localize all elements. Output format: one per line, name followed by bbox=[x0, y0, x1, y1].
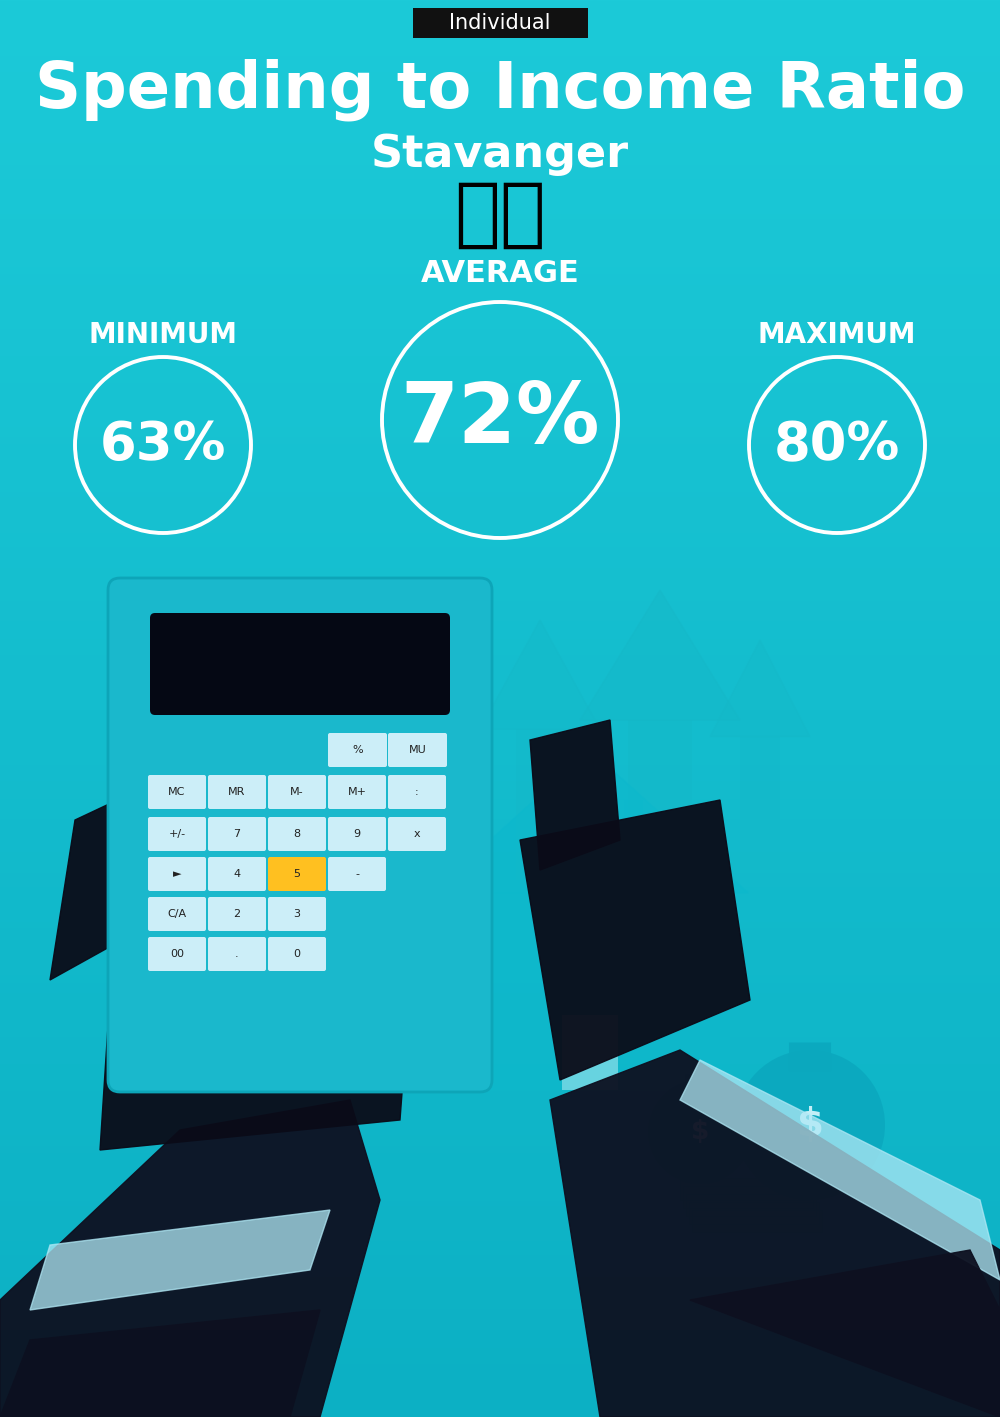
Text: 80%: 80% bbox=[774, 419, 900, 470]
Text: -: - bbox=[355, 869, 359, 879]
Bar bbox=[683, 1186, 813, 1209]
Text: M-: M- bbox=[290, 786, 304, 796]
FancyBboxPatch shape bbox=[789, 1043, 831, 1071]
FancyBboxPatch shape bbox=[208, 937, 266, 971]
Text: 5: 5 bbox=[294, 869, 300, 879]
Text: 8: 8 bbox=[293, 829, 301, 839]
Text: Spending to Income Ratio: Spending to Income Ratio bbox=[35, 58, 965, 122]
Text: 0: 0 bbox=[294, 949, 300, 959]
Text: Stavanger: Stavanger bbox=[371, 133, 629, 177]
Text: MINIMUM: MINIMUM bbox=[88, 322, 238, 349]
FancyBboxPatch shape bbox=[328, 775, 386, 809]
FancyBboxPatch shape bbox=[328, 857, 386, 891]
FancyBboxPatch shape bbox=[268, 857, 326, 891]
Circle shape bbox=[648, 1080, 752, 1185]
Polygon shape bbox=[0, 1100, 380, 1417]
Text: %: % bbox=[352, 745, 363, 755]
Text: .: . bbox=[235, 949, 239, 959]
Text: x: x bbox=[414, 829, 420, 839]
Polygon shape bbox=[680, 1060, 1000, 1280]
Text: C/A: C/A bbox=[167, 908, 187, 920]
Bar bbox=[740, 737, 780, 870]
Bar bbox=[692, 1210, 822, 1231]
FancyBboxPatch shape bbox=[328, 818, 386, 852]
FancyBboxPatch shape bbox=[268, 897, 326, 931]
FancyBboxPatch shape bbox=[148, 937, 206, 971]
FancyBboxPatch shape bbox=[208, 775, 266, 809]
Text: 3: 3 bbox=[294, 908, 300, 920]
Text: 63%: 63% bbox=[100, 419, 226, 470]
Bar bbox=[624, 801, 643, 850]
Text: MR: MR bbox=[228, 786, 246, 796]
Polygon shape bbox=[710, 640, 810, 737]
FancyBboxPatch shape bbox=[388, 775, 446, 809]
Polygon shape bbox=[432, 750, 748, 893]
Text: :: : bbox=[415, 786, 419, 796]
Text: 7: 7 bbox=[233, 829, 241, 839]
Text: 72%: 72% bbox=[400, 380, 600, 461]
Bar bbox=[628, 720, 692, 900]
Polygon shape bbox=[520, 801, 750, 1080]
FancyBboxPatch shape bbox=[328, 733, 387, 767]
Text: +/-: +/- bbox=[168, 829, 186, 839]
FancyBboxPatch shape bbox=[685, 1074, 715, 1094]
Polygon shape bbox=[530, 720, 620, 870]
Text: $: $ bbox=[691, 1119, 709, 1145]
FancyBboxPatch shape bbox=[108, 578, 492, 1093]
Bar bbox=[413, 9, 588, 38]
FancyBboxPatch shape bbox=[388, 733, 447, 767]
Text: AVERAGE: AVERAGE bbox=[421, 259, 579, 289]
Text: 2: 2 bbox=[233, 908, 241, 920]
Text: 9: 9 bbox=[353, 829, 361, 839]
Bar bbox=[680, 1178, 810, 1200]
Polygon shape bbox=[690, 1250, 1000, 1417]
FancyBboxPatch shape bbox=[148, 818, 206, 852]
Text: Individual: Individual bbox=[449, 13, 551, 33]
Polygon shape bbox=[550, 1050, 1000, 1417]
Text: 🇳🇴: 🇳🇴 bbox=[454, 179, 546, 252]
Bar bbox=[450, 893, 730, 1090]
Bar bbox=[686, 1195, 816, 1216]
Circle shape bbox=[735, 1050, 885, 1200]
Text: MU: MU bbox=[409, 745, 426, 755]
Polygon shape bbox=[480, 621, 600, 730]
FancyBboxPatch shape bbox=[208, 897, 266, 931]
Text: $: $ bbox=[796, 1107, 824, 1144]
FancyBboxPatch shape bbox=[148, 857, 206, 891]
Polygon shape bbox=[0, 1309, 320, 1417]
FancyBboxPatch shape bbox=[150, 614, 450, 716]
FancyBboxPatch shape bbox=[208, 857, 266, 891]
Polygon shape bbox=[580, 589, 740, 720]
FancyBboxPatch shape bbox=[148, 775, 206, 809]
FancyBboxPatch shape bbox=[268, 937, 326, 971]
Text: MAXIMUM: MAXIMUM bbox=[758, 322, 916, 349]
Text: MC: MC bbox=[168, 786, 186, 796]
Text: 00: 00 bbox=[170, 949, 184, 959]
Bar bbox=[689, 1202, 819, 1224]
FancyBboxPatch shape bbox=[268, 818, 326, 852]
Polygon shape bbox=[100, 801, 420, 1151]
Polygon shape bbox=[50, 779, 160, 981]
Text: ►: ► bbox=[173, 869, 181, 879]
Bar bbox=[562, 1015, 618, 1090]
FancyBboxPatch shape bbox=[268, 775, 326, 809]
Text: M+: M+ bbox=[348, 786, 366, 796]
Polygon shape bbox=[30, 1210, 330, 1309]
Bar bbox=[516, 730, 564, 880]
FancyBboxPatch shape bbox=[208, 818, 266, 852]
FancyBboxPatch shape bbox=[148, 897, 206, 931]
FancyBboxPatch shape bbox=[388, 818, 446, 852]
Text: 4: 4 bbox=[233, 869, 241, 879]
